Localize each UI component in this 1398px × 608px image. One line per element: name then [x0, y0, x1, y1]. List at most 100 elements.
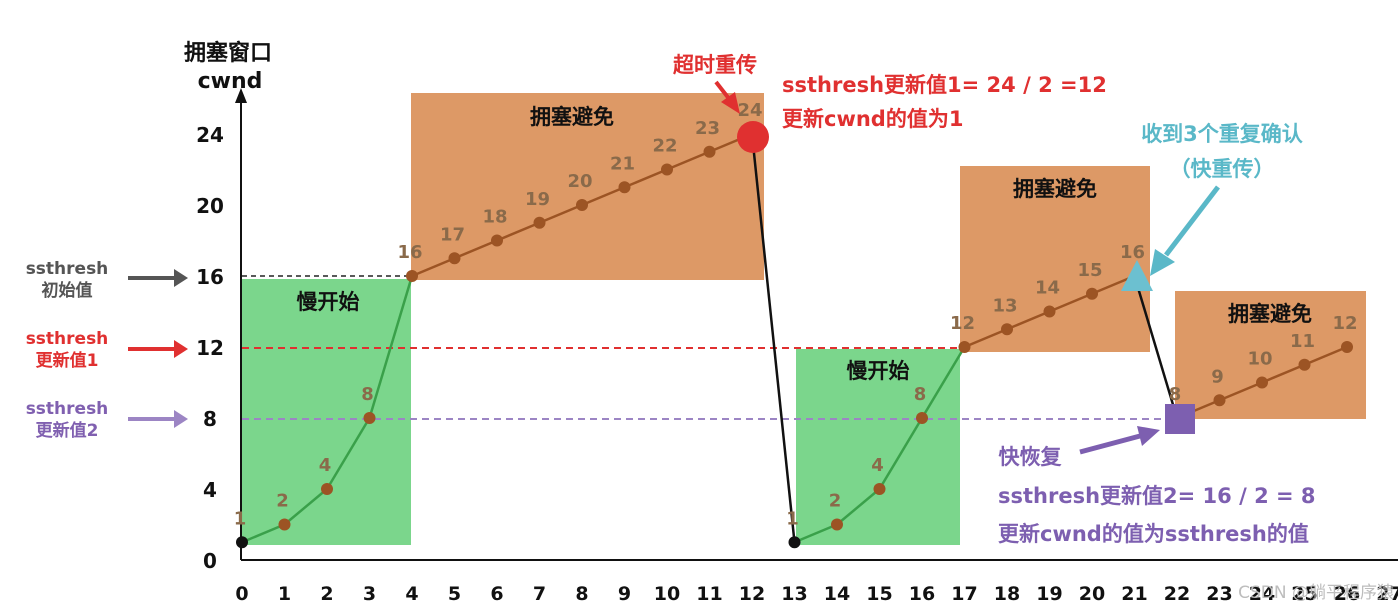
data-point	[491, 234, 503, 247]
data-point-label: 2	[276, 491, 289, 512]
data-point	[533, 216, 546, 229]
y-axis-title-line2: cwnd	[198, 69, 263, 94]
ssthresh-update1-line2: 更新值1	[36, 350, 99, 371]
fast-recovery-arrow-head-icon	[1137, 426, 1160, 446]
data-point	[363, 412, 376, 424]
avoidance-label-2: 拥塞避免	[1013, 177, 1097, 201]
slow-start-region-1	[242, 279, 411, 545]
x-tick-label: 21	[1121, 583, 1147, 605]
dup-ack-arrow-shaft	[1164, 185, 1220, 257]
x-tick-label: 15	[866, 583, 892, 605]
update1-line1: ssthresh更新值1= 24 / 2 =12	[782, 73, 1107, 97]
ssthresh-update2-line1: ssthresh	[26, 399, 109, 419]
arrow-head-icon	[174, 410, 188, 428]
data-point-label: 23	[695, 118, 720, 139]
series-segment	[1219, 381, 1263, 402]
x-tick-label: 19	[1036, 583, 1062, 605]
x-tick-label: 2	[320, 583, 333, 605]
arrow-head-icon	[174, 269, 188, 287]
fast-recovery-marker	[1165, 404, 1195, 434]
x-tick-label: 12	[739, 583, 765, 605]
slow-start-region-2	[796, 349, 960, 545]
series-segment	[368, 275, 414, 419]
data-point-label: 20	[567, 171, 592, 192]
data-point	[958, 341, 971, 353]
dup-ack-arrow-head-icon	[1150, 249, 1175, 276]
series-segment	[325, 417, 371, 490]
ssthresh-initial-line2: 初始值	[42, 280, 93, 301]
series-segment	[794, 523, 838, 544]
avoidance-label-1: 拥塞避免	[530, 105, 614, 129]
update2-line2: 更新cwnd的值为ssthresh的值	[998, 522, 1309, 546]
series-segment	[964, 328, 1008, 349]
x-tick-label: 14	[824, 583, 850, 605]
x-tick-label: 5	[448, 583, 461, 605]
slow-start-label-1: 慢开始	[297, 290, 360, 314]
x-tick-label: 4	[405, 583, 418, 605]
data-point-label: 18	[482, 207, 507, 228]
series-segment	[454, 239, 498, 260]
x-tick-label: 9	[618, 583, 631, 605]
series-segment	[1133, 275, 1179, 419]
fast-recovery-arrow-shaft	[1079, 433, 1141, 455]
ssthresh-initial-label: ssthresh 初始值	[26, 259, 188, 301]
update2-line1: ssthresh更新值2= 16 / 2 = 8	[998, 484, 1316, 508]
data-point-label: 12	[1332, 313, 1357, 334]
ssthresh-update1-line1: ssthresh	[26, 329, 109, 349]
data-point-label: 17	[440, 224, 465, 245]
update1-line2: 更新cwnd的值为1	[782, 107, 963, 131]
x-tick-label: 25	[1291, 583, 1317, 605]
y-axis-title-line1: 拥塞窗口	[184, 40, 272, 66]
triple-dup-ack-marker	[1121, 260, 1153, 291]
data-point-label: 11	[1290, 331, 1315, 352]
data-point-label: 15	[1077, 260, 1102, 281]
data-point-label: 4	[319, 455, 332, 476]
data-point-label: 14	[1035, 278, 1060, 299]
dup-ack-line1: 收到3个重复确认	[1141, 122, 1303, 146]
series-segment	[624, 168, 668, 189]
data-point-label: 19	[525, 189, 550, 210]
series-segment	[411, 257, 455, 278]
data-point-label: 24	[737, 100, 762, 121]
data-point	[321, 483, 333, 495]
congestion-avoidance-region-2	[960, 166, 1150, 352]
data-point-label: 9	[1211, 366, 1224, 387]
x-tick-label: 18	[994, 583, 1020, 605]
data-point-label: 10	[1247, 349, 1272, 370]
data-point	[661, 163, 673, 176]
x-tick-label: 16	[909, 583, 935, 605]
data-point	[1001, 323, 1013, 336]
x-tick-label: 1	[278, 583, 291, 605]
ssthresh-update1-label: ssthresh 更新值1	[26, 329, 188, 371]
data-point	[873, 483, 886, 495]
x-tick-label: 20	[1079, 583, 1105, 605]
dup-ack-line2: （快重传）	[1170, 157, 1275, 181]
x-tick-label: 11	[696, 583, 722, 605]
series-segment	[1049, 292, 1093, 313]
data-point	[1086, 287, 1098, 300]
series-segment	[1006, 310, 1050, 331]
data-point	[278, 518, 291, 531]
data-point	[1298, 358, 1311, 371]
series-segment	[283, 488, 328, 526]
data-point	[1043, 305, 1056, 318]
data-point	[1213, 394, 1226, 407]
data-point	[788, 536, 801, 549]
data-point	[831, 518, 843, 531]
data-point-label: 2	[829, 491, 842, 512]
x-tick-label: 7	[533, 583, 546, 605]
timeout-arrow-head-icon	[721, 92, 740, 114]
data-point-label: 8	[1169, 384, 1182, 405]
fast-recovery-label: 快恢复	[999, 445, 1063, 469]
data-point-label: 4	[871, 455, 884, 476]
y-tick-label: 8	[203, 407, 217, 431]
y-tick-label: 24	[196, 123, 224, 147]
data-point-label: 16	[397, 242, 422, 263]
series-segment	[878, 417, 924, 490]
data-point	[1256, 376, 1268, 389]
series-segment	[1304, 345, 1348, 366]
data-point-label: 1	[234, 508, 247, 529]
data-point-label: 12	[950, 313, 975, 334]
data-point	[618, 181, 631, 194]
